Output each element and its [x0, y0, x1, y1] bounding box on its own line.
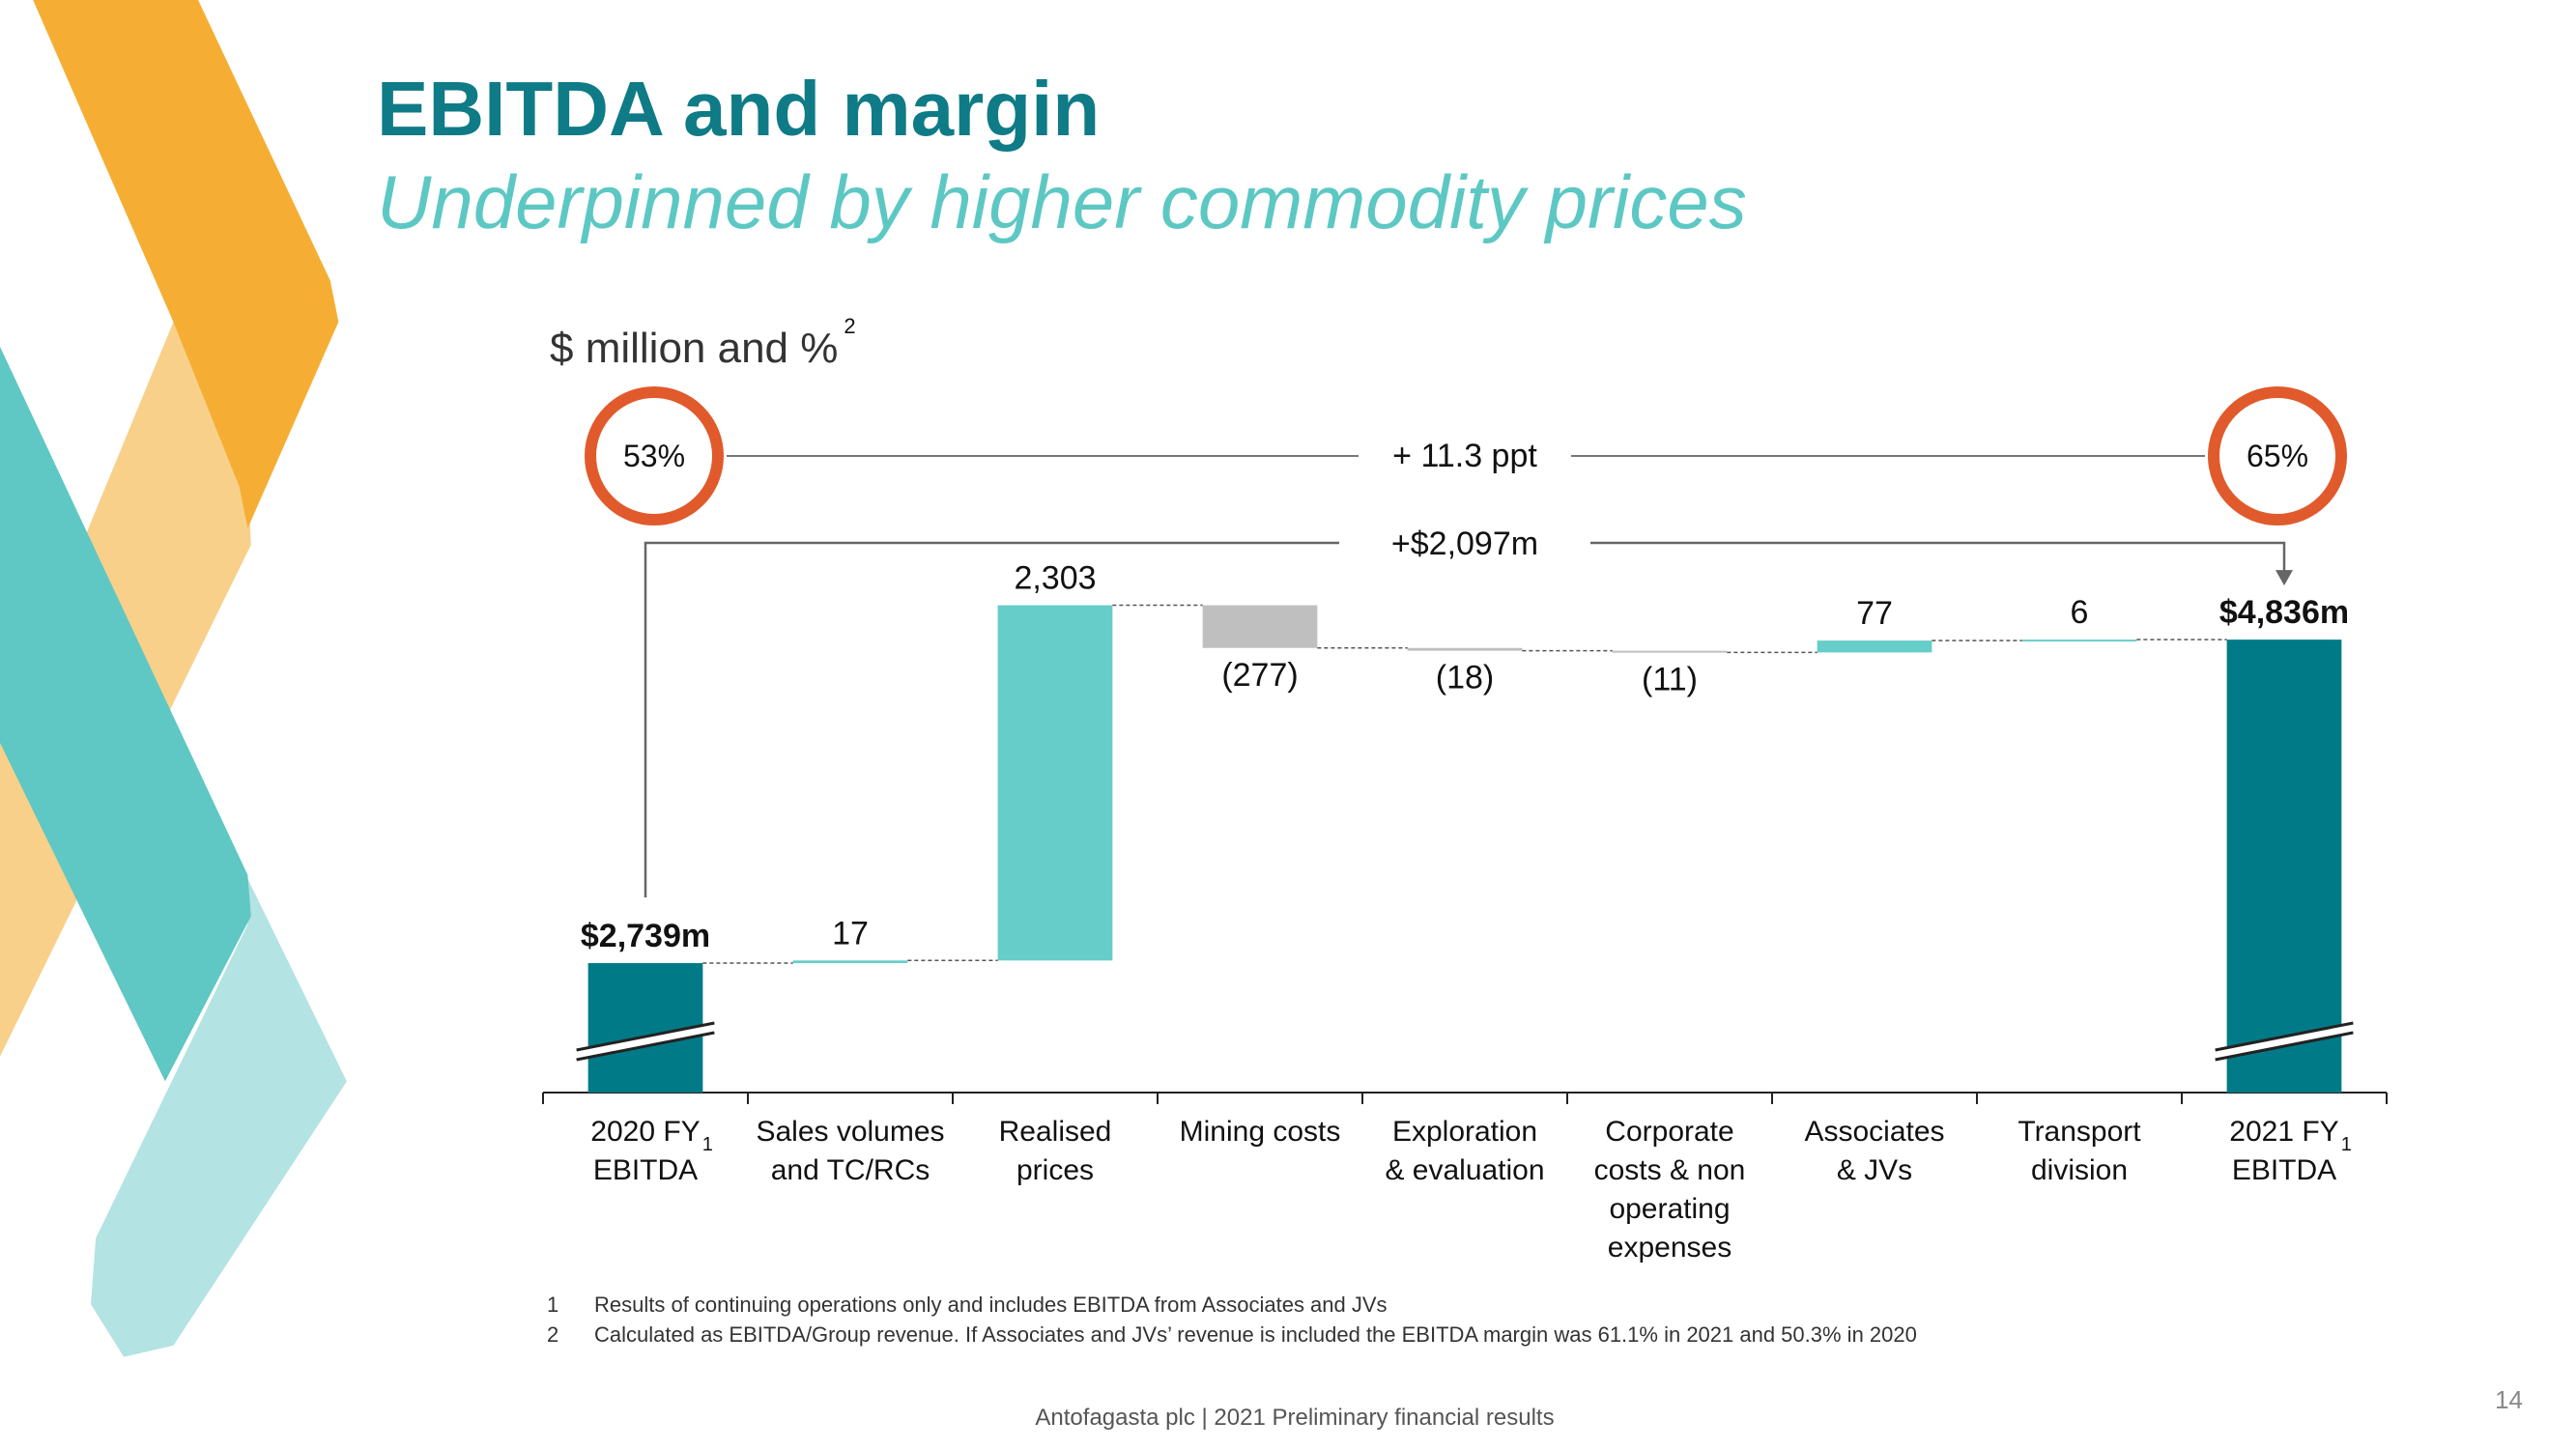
bar [2021, 639, 2137, 642]
change-arrow [2275, 570, 2293, 586]
decor-shape [0, 346, 251, 1082]
value-label: $4,836m [2219, 594, 2349, 631]
change-bracket [644, 541, 2286, 898]
category-note: 1 [2341, 1134, 2352, 1155]
total-change: +$2,097m [1391, 526, 1538, 562]
label-bg [1339, 519, 1590, 567]
decor-shape [90, 709, 347, 1357]
footer: Antofagasta plc | 2021 Preliminary finan… [1035, 1405, 1554, 1431]
bar [1407, 647, 1523, 651]
category-label: Corporate costs & non operating expenses [1594, 1116, 1746, 1264]
bar [2226, 639, 2342, 1093]
axis-break-line [2215, 1021, 2354, 1052]
bar [792, 960, 908, 964]
axis-break-line [576, 1031, 715, 1062]
category-label: 2021 FY EBITDA [2229, 1116, 2338, 1186]
decoration [0, 0, 347, 1357]
category-label: 2020 FY EBITDA [590, 1116, 700, 1186]
value-label: (11) [1642, 661, 1698, 697]
margin-change: + 11.3 ppt [1392, 438, 1537, 474]
value-label: 17 [832, 915, 869, 952]
value-label: $2,739m [581, 918, 710, 954]
value-label: 6 [2071, 594, 2089, 631]
axis-break [576, 1023, 715, 1060]
subtitle: Underpinned by higher commodity prices [377, 159, 1747, 244]
category-note: 1 [702, 1134, 713, 1155]
category-label: Associates & JVs [1804, 1116, 1944, 1186]
decor-shape [33, 0, 339, 528]
footnote-text: Results of continuing operations only an… [594, 1293, 1388, 1317]
label-bg [1359, 432, 1571, 480]
axis-break [2215, 1023, 2354, 1060]
title: EBITDA and margin [377, 66, 1100, 152]
margin-circle [585, 386, 724, 526]
page-number: 14 [2495, 1385, 2523, 1414]
unit-label: $ million and % [550, 325, 838, 372]
footnote-marker: 2 [547, 1322, 558, 1347]
bar [997, 605, 1113, 961]
category-label: Sales volumes and TC/RCs [756, 1116, 944, 1186]
unit-note: 2 [844, 314, 855, 338]
value-label: 2,303 [1014, 560, 1096, 597]
footnote-marker: 1 [547, 1293, 558, 1317]
axis-break-line [2215, 1031, 2354, 1062]
bar [1202, 605, 1318, 648]
margin-circle [2208, 386, 2347, 526]
bar [1612, 650, 1728, 653]
axis-break-line [576, 1021, 715, 1052]
category-label: Exploration & evaluation [1385, 1116, 1544, 1186]
value-label: (18) [1436, 660, 1494, 696]
value-label: (277) [1221, 657, 1298, 694]
value-label: 77 [1856, 595, 1893, 632]
footnote-text: Calculated as EBITDA/Group revenue. If A… [594, 1322, 1917, 1347]
category-label: Mining costs [1180, 1116, 1341, 1148]
category-label: Transport division [2018, 1116, 2141, 1186]
margin-label: 53% [623, 439, 685, 473]
margin-label: 65% [2247, 439, 2308, 473]
category-label: Realised prices [999, 1116, 1112, 1186]
bar [1817, 640, 1932, 653]
